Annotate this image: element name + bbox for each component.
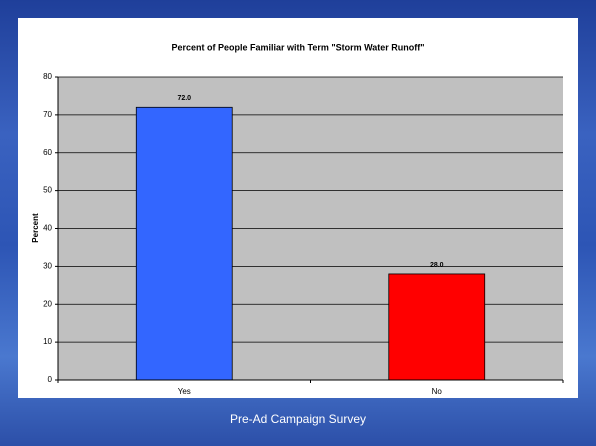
value-label: 28.0 xyxy=(430,262,444,269)
y-axis-label: Percent xyxy=(31,213,40,243)
y-tick-label: 40 xyxy=(43,224,52,233)
bar xyxy=(135,106,233,381)
y-tick-label: 30 xyxy=(43,261,52,270)
y-tick-label: 80 xyxy=(43,72,52,81)
bar xyxy=(388,273,486,381)
caption: Pre-Ad Campaign Survey xyxy=(229,412,367,426)
x-tick-label: Yes xyxy=(178,387,191,396)
chart-title: Percent of People Familiar with Term "St… xyxy=(171,42,424,52)
y-tick-label: 10 xyxy=(43,337,52,346)
y-tick-label: 50 xyxy=(43,186,52,195)
y-tick-label: 70 xyxy=(43,110,52,119)
y-tick-label: 60 xyxy=(43,148,52,157)
value-label: 72.0 xyxy=(177,95,191,102)
y-tick-label: 0 xyxy=(48,375,53,384)
y-tick-label: 20 xyxy=(43,299,52,308)
x-tick-label: No xyxy=(432,387,443,396)
